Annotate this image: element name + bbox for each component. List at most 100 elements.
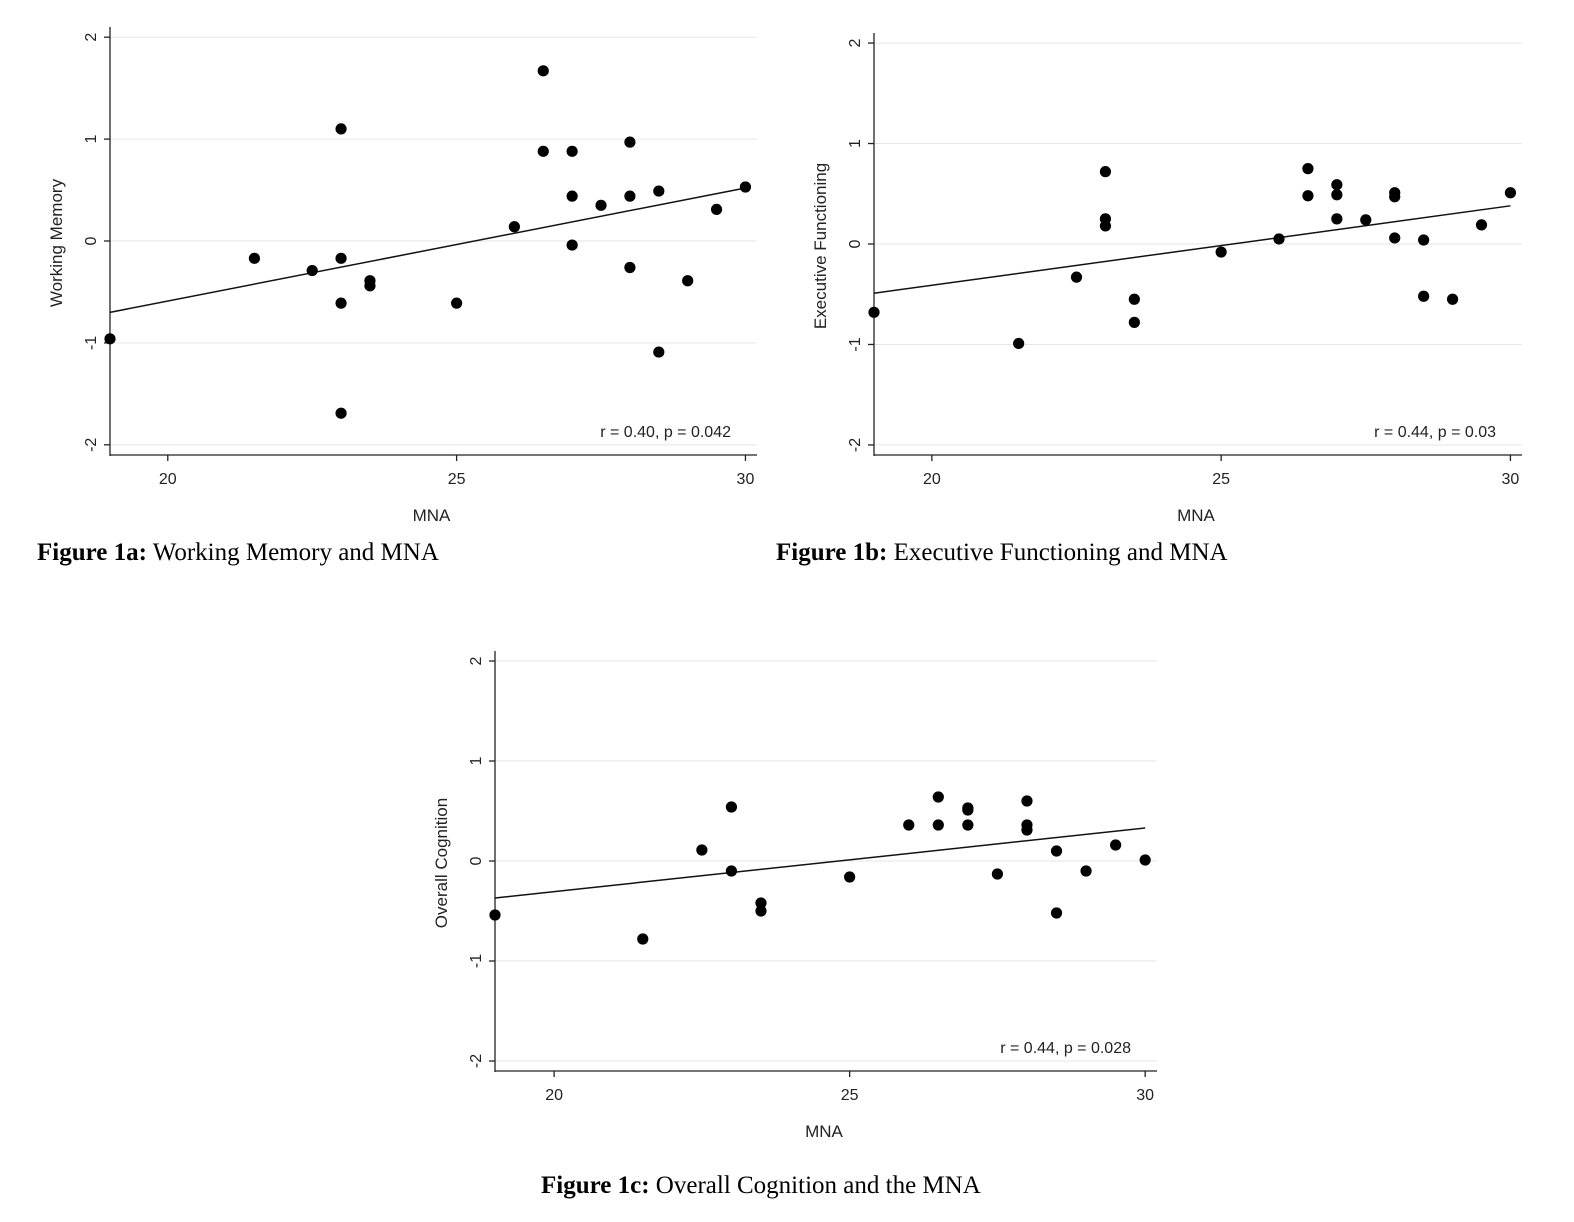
data-point [1389, 191, 1401, 203]
data-point [1360, 214, 1372, 226]
data-point [335, 407, 347, 419]
data-point [962, 819, 974, 831]
data-point [489, 909, 501, 921]
data-point [1128, 293, 1140, 305]
data-point [653, 185, 665, 197]
data-point [1418, 234, 1430, 246]
caption-text: Working Memory and MNA [146, 539, 439, 566]
data-point [1013, 337, 1025, 350]
y-tick-label: 0 [83, 236, 100, 245]
data-point [364, 280, 376, 292]
data-point [932, 791, 944, 803]
data-point [1070, 271, 1083, 283]
data-point [566, 239, 578, 251]
data-point [903, 819, 915, 831]
x-tick-label: 20 [159, 471, 177, 488]
y-tick-label: -1 [847, 337, 864, 351]
data-point [537, 145, 549, 157]
data-point [725, 865, 738, 877]
data-point [1475, 219, 1488, 231]
chart-fig1b: -2 -1 0 1 2 20 25 30 MNA Executive Functioning r =… [811, 33, 1522, 525]
data-point [335, 123, 347, 135]
caption-text: Overall Cognition and the MNA [649, 1172, 981, 1199]
data-point [682, 275, 694, 287]
x-tick-label: 30 [737, 471, 755, 488]
y-tick-label: 1 [847, 139, 864, 148]
data-point [306, 264, 318, 277]
fit-line [109, 187, 746, 314]
fit-line [494, 827, 1146, 899]
data-point [991, 868, 1004, 880]
x-tick-label: 25 [448, 471, 466, 488]
data-point [248, 252, 261, 264]
data-point [932, 819, 944, 831]
data-point [104, 333, 116, 345]
y-tick-label: 2 [83, 33, 100, 42]
caption-label: Figure 1b: [776, 539, 888, 566]
y-tick-label: 0 [468, 856, 485, 865]
data-point [1110, 839, 1122, 851]
data-point [566, 190, 578, 202]
caption-fig1b: Figure 1b: Executive Functioning and MNA [776, 539, 1228, 567]
x-axis-title: MNA [413, 506, 451, 525]
y-tick-label: 2 [468, 656, 485, 665]
y-axis-title: Executive Functioning [811, 163, 830, 329]
data-point [1302, 163, 1314, 175]
data-point [1050, 845, 1063, 857]
data-point [868, 306, 880, 318]
y-tick-label: 1 [468, 756, 485, 765]
data-point [1215, 246, 1227, 258]
data-point [696, 844, 708, 856]
x-tick-label: 25 [841, 1087, 859, 1104]
data-point [962, 804, 974, 816]
data-point [335, 297, 347, 309]
x-tick-label: 25 [1212, 471, 1230, 488]
y-tick-label: 1 [83, 135, 100, 144]
caption-label: Figure 1a: [37, 539, 147, 566]
data-point [1050, 907, 1063, 919]
x-tick-label: 30 [1136, 1087, 1154, 1104]
x-axis-title: MNA [1177, 506, 1215, 525]
data-point [637, 933, 649, 945]
data-point [1099, 166, 1112, 178]
y-tick-label: 2 [847, 39, 864, 48]
data-point [653, 346, 665, 358]
data-point [508, 221, 520, 233]
data-point [595, 199, 607, 211]
data-point [1331, 189, 1343, 201]
y-tick-label: 0 [847, 239, 864, 248]
correlation-annotation: r = 0.44, p = 0.03 [1374, 424, 1496, 441]
data-point [624, 190, 636, 202]
data-point [1389, 232, 1401, 244]
data-point [755, 897, 767, 909]
fit-line [873, 205, 1511, 294]
y-tick-label: -2 [847, 438, 864, 452]
data-point [1021, 795, 1033, 807]
caption-fig1c: Figure 1c: Overall Cognition and the MNA [541, 1172, 981, 1200]
data-point [1080, 865, 1092, 877]
data-point [1504, 187, 1517, 199]
data-point [844, 871, 856, 883]
data-point [335, 252, 347, 264]
data-point [1139, 854, 1151, 866]
data-point [624, 136, 636, 148]
y-tick-label: -1 [83, 336, 100, 350]
data-point [1302, 190, 1314, 202]
data-point [1331, 179, 1343, 191]
data-point [537, 65, 549, 77]
caption-label: Figure 1c: [541, 1172, 650, 1199]
data-point [566, 145, 578, 157]
caption-fig1a: Figure 1a: Working Memory and MNA [37, 539, 439, 567]
y-axis-title: Overall Cognition [432, 798, 451, 928]
data-point [739, 181, 752, 193]
data-point [1418, 290, 1430, 302]
data-point [1128, 316, 1140, 328]
data-point [1331, 213, 1343, 225]
data-point [1021, 824, 1033, 836]
chart-fig1a: -2 -1 0 1 2 20 25 30 MNA Working Memory r = 0.40, … [47, 27, 757, 525]
y-axis-title: Working Memory [47, 178, 66, 307]
data-point [624, 261, 636, 274]
x-tick-label: 20 [923, 471, 941, 488]
y-tick-label: -2 [83, 438, 100, 452]
correlation-annotation: r = 0.40, p = 0.042 [600, 424, 731, 441]
